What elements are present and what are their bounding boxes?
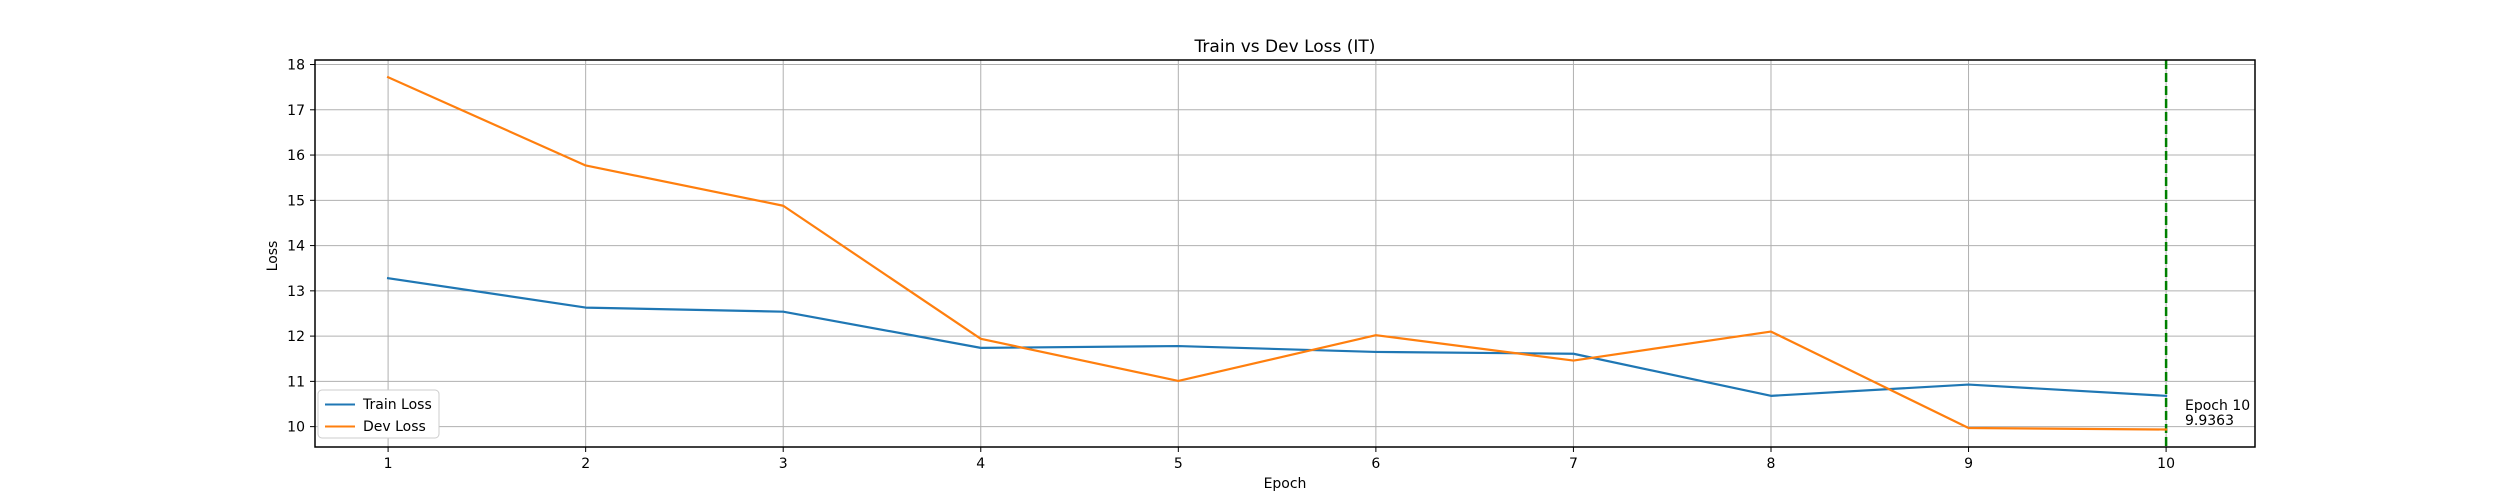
x-tick-label: 3 bbox=[779, 456, 788, 472]
y-tick-label: 18 bbox=[287, 58, 305, 74]
x-tick-label: 6 bbox=[1371, 456, 1380, 472]
x-tick-label: 7 bbox=[1569, 456, 1578, 472]
dev-loss-line bbox=[386, 75, 2168, 431]
y-tick-label: 12 bbox=[287, 329, 305, 345]
y-tick-label: 11 bbox=[287, 374, 305, 390]
y-tick-label: 14 bbox=[287, 239, 305, 255]
annotation-layer: Epoch 10 9.9363 bbox=[2185, 398, 2250, 429]
y-tick-label: 16 bbox=[287, 148, 305, 164]
legend-dev-label: Dev Loss bbox=[363, 419, 426, 435]
x-tick-label: 8 bbox=[1767, 456, 1776, 472]
y-tick-label: 10 bbox=[287, 420, 305, 436]
x-tick-label: 5 bbox=[1174, 456, 1183, 472]
y-tick-label: 17 bbox=[287, 103, 305, 119]
y-tick-label: 15 bbox=[287, 193, 305, 209]
x-tick-label: 2 bbox=[581, 456, 590, 472]
x-axis-label: Epoch bbox=[1264, 476, 1307, 492]
y-axis-label: Loss bbox=[265, 241, 281, 272]
series-layer bbox=[386, 75, 2168, 431]
x-tick-label: 1 bbox=[384, 456, 393, 472]
marker-annotation-value: 9.9363 bbox=[2185, 413, 2234, 429]
x-tick-label: 9 bbox=[1964, 456, 1973, 472]
grid-layer bbox=[315, 60, 2255, 447]
x-tick-label: 10 bbox=[2157, 456, 2175, 472]
y-tick-label: 13 bbox=[287, 284, 305, 300]
legend: Train Loss Dev Loss bbox=[317, 389, 440, 439]
plot-area-frame bbox=[314, 59, 2256, 448]
marker-annotation-epoch: Epoch 10 bbox=[2185, 398, 2250, 414]
legend-train-label: Train Loss bbox=[362, 397, 432, 413]
train-loss-line bbox=[386, 276, 2168, 398]
x-tick-label: 4 bbox=[976, 456, 985, 472]
chart-title: Train vs Dev Loss (IT) bbox=[1194, 37, 1376, 57]
